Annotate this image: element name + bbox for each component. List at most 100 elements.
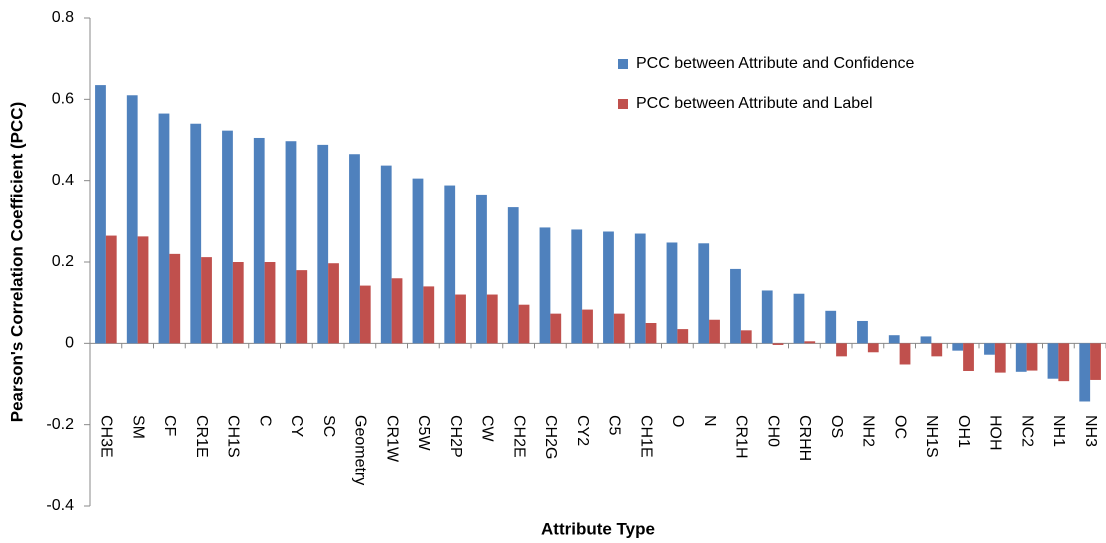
y-tick-label: 0.2 bbox=[52, 253, 74, 270]
bar bbox=[391, 278, 403, 344]
legend-swatch bbox=[618, 59, 628, 69]
bar bbox=[232, 262, 244, 344]
bar bbox=[836, 343, 847, 357]
legend-swatch bbox=[618, 99, 628, 109]
bar bbox=[105, 235, 117, 344]
x-tick-label: N bbox=[701, 415, 718, 427]
bar bbox=[169, 253, 181, 344]
bar bbox=[95, 85, 106, 344]
x-tick-label: CY bbox=[288, 415, 305, 438]
bar bbox=[359, 285, 371, 344]
bar bbox=[772, 343, 784, 345]
bar bbox=[1047, 343, 1059, 379]
bar bbox=[867, 343, 879, 353]
x-tick-label: HOH bbox=[987, 415, 1004, 451]
bar bbox=[899, 343, 911, 365]
bar bbox=[857, 320, 868, 344]
bar bbox=[825, 310, 837, 344]
bar bbox=[952, 343, 964, 351]
bar bbox=[613, 313, 625, 344]
x-tick-label: SC bbox=[320, 415, 337, 437]
x-tick-label: NH1S bbox=[923, 415, 940, 458]
bar bbox=[380, 165, 392, 344]
x-tick-label: C bbox=[256, 415, 273, 427]
bar bbox=[1015, 343, 1027, 372]
bar bbox=[963, 343, 974, 371]
bar bbox=[222, 130, 233, 344]
bar bbox=[444, 185, 456, 344]
x-tick-label: OH1 bbox=[955, 415, 972, 448]
x-tick-label: CR1H bbox=[733, 415, 750, 459]
bar bbox=[507, 207, 519, 344]
y-tick-label: -0.4 bbox=[46, 497, 74, 514]
bar bbox=[412, 178, 424, 344]
bar bbox=[645, 323, 657, 344]
bar bbox=[888, 335, 900, 344]
bar bbox=[476, 194, 487, 344]
bar bbox=[455, 294, 466, 344]
bar bbox=[634, 233, 646, 344]
y-tick-label: 0.6 bbox=[52, 91, 74, 108]
y-tick-label: 0.8 bbox=[52, 9, 74, 26]
legend-label: PCC between Attribute and Label bbox=[636, 95, 873, 112]
bar bbox=[349, 154, 360, 344]
bar bbox=[984, 343, 995, 355]
y-tick-label: 0 bbox=[65, 335, 74, 352]
x-tick-label: NH2 bbox=[860, 415, 877, 447]
x-tick-label: CH3E bbox=[98, 415, 115, 458]
x-tick-label: SM bbox=[129, 415, 146, 439]
bar bbox=[158, 113, 170, 344]
bar bbox=[126, 95, 138, 344]
bar bbox=[518, 304, 530, 344]
bar bbox=[1079, 343, 1091, 402]
x-tick-label: OS bbox=[828, 415, 845, 438]
x-tick-label: CH1S bbox=[225, 415, 242, 458]
x-axis-title: Attribute Type bbox=[541, 519, 655, 538]
bar bbox=[804, 341, 816, 344]
bar bbox=[190, 123, 202, 344]
bar bbox=[582, 309, 593, 344]
x-tick-label: CRHH bbox=[796, 415, 813, 461]
x-tick-label: CF bbox=[161, 415, 178, 437]
bar bbox=[709, 319, 720, 344]
bar bbox=[423, 286, 435, 344]
bar bbox=[571, 229, 583, 344]
x-tick-label: CR1E bbox=[193, 415, 210, 458]
bar bbox=[328, 263, 339, 344]
x-tick-label: CH2P bbox=[447, 415, 464, 458]
x-tick-label: NH3 bbox=[1082, 415, 1099, 447]
bar bbox=[1058, 343, 1070, 382]
x-tick-label: NC2 bbox=[1018, 415, 1035, 447]
bar bbox=[296, 270, 308, 344]
bar bbox=[994, 343, 1006, 373]
bar bbox=[264, 262, 276, 344]
x-tick-label: NH1 bbox=[1050, 415, 1067, 447]
x-tick-label: C5W bbox=[415, 415, 432, 451]
bar bbox=[253, 137, 265, 344]
x-tick-label: OC bbox=[891, 415, 908, 439]
bar bbox=[931, 343, 943, 357]
y-tick-label: 0.4 bbox=[52, 172, 74, 189]
bar bbox=[201, 257, 212, 344]
x-tick-label: CH0 bbox=[764, 415, 781, 447]
x-tick-label: CY2 bbox=[574, 415, 591, 446]
bar bbox=[317, 144, 329, 344]
bar bbox=[698, 243, 710, 344]
bar bbox=[1090, 343, 1101, 380]
bar bbox=[666, 242, 678, 344]
bar bbox=[539, 227, 551, 344]
y-tick-label: -0.2 bbox=[46, 416, 74, 433]
bar bbox=[730, 268, 741, 344]
x-tick-label: Geometry bbox=[352, 415, 369, 485]
bar bbox=[486, 294, 498, 344]
x-tick-label: CR1W bbox=[383, 415, 400, 463]
x-tick-label: O bbox=[669, 415, 686, 427]
bar bbox=[603, 231, 614, 344]
x-tick-label: CH1E bbox=[637, 415, 654, 458]
y-axis-title: Pearson's Correlation Coefficient (PCC) bbox=[7, 102, 26, 423]
bar bbox=[920, 336, 932, 344]
legend-label: PCC between Attribute and Confidence bbox=[636, 55, 915, 72]
x-tick-label: C5 bbox=[606, 415, 623, 436]
x-tick-label: CW bbox=[479, 415, 496, 443]
